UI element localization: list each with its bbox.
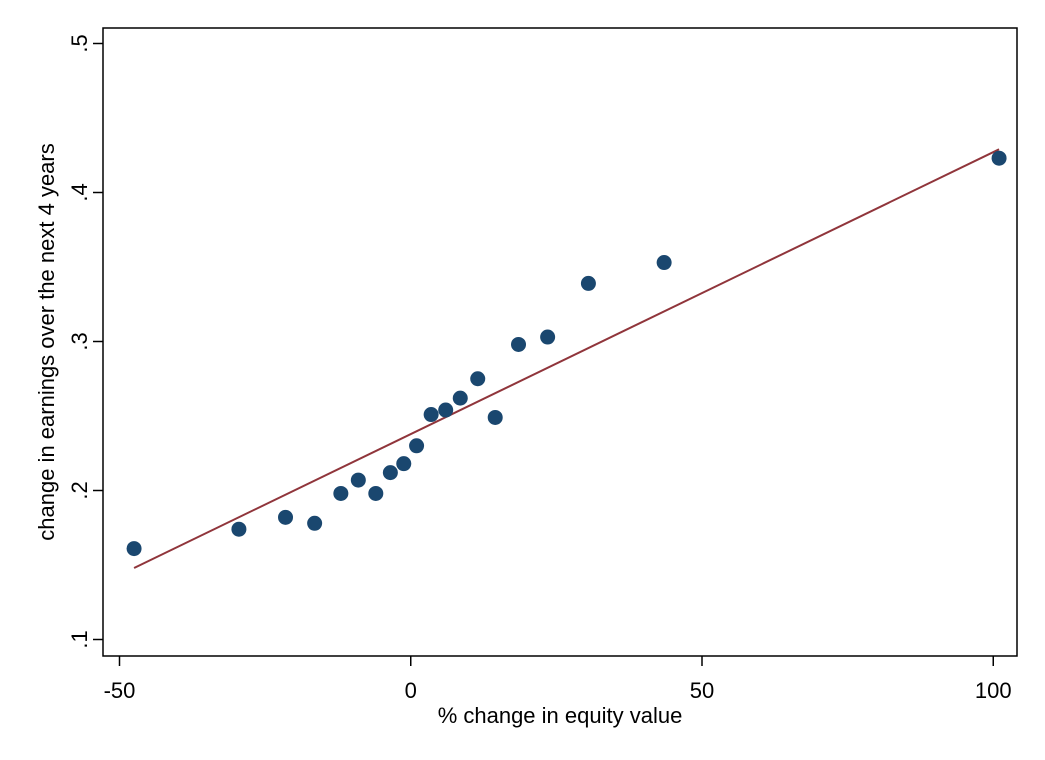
data-point	[423, 407, 439, 423]
plot-frame	[102, 27, 1018, 657]
points-layer	[126, 150, 1007, 557]
y-tick-label: .3	[67, 332, 92, 350]
y-tick-label: .1	[67, 630, 92, 648]
x-tick-label: -50	[104, 678, 136, 703]
x-axis-title: % change in equity value	[438, 703, 683, 728]
y-tick-label: .5	[67, 34, 92, 52]
x-tick-label: 50	[690, 678, 714, 703]
y-tick-label: .4	[67, 183, 92, 201]
y-tick-label: .2	[67, 481, 92, 499]
data-point	[278, 509, 294, 525]
data-point	[368, 485, 384, 501]
data-point	[382, 465, 398, 481]
y-axis: .1 .2 .3 .4 .5	[67, 34, 103, 649]
y-axis-title: change in earnings over the next 4 years	[34, 143, 59, 540]
data-point	[487, 409, 503, 425]
data-point	[231, 521, 247, 537]
data-point	[409, 438, 425, 454]
data-point	[396, 456, 412, 472]
data-point	[470, 371, 486, 387]
data-point	[307, 515, 323, 531]
data-point	[438, 402, 454, 418]
data-point	[333, 485, 349, 501]
data-point	[656, 255, 672, 271]
data-point	[511, 336, 527, 352]
fit-line-layer	[133, 148, 1000, 569]
data-point	[126, 541, 142, 557]
data-point	[580, 275, 596, 291]
fit-line	[133, 148, 1000, 569]
x-tick-label: 100	[975, 678, 1012, 703]
x-tick-label: 0	[405, 678, 417, 703]
data-point	[452, 390, 468, 406]
data-point	[350, 472, 366, 488]
data-point	[540, 329, 556, 345]
x-axis: -50 0 50 100	[104, 656, 1012, 703]
data-point	[991, 150, 1007, 166]
